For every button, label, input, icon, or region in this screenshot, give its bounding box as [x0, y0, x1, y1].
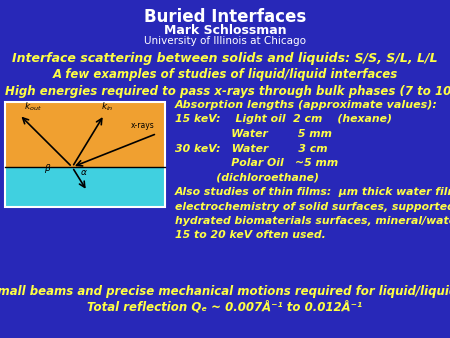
- Text: 15 to 20 keV often used.: 15 to 20 keV often used.: [175, 231, 326, 241]
- Text: hydrated biomaterials surfaces, mineral/water interfaces: hydrated biomaterials surfaces, mineral/…: [175, 216, 450, 226]
- Bar: [5, 167, 165, 207]
- Text: 30 keV:   Water        3 cm: 30 keV: Water 3 cm: [175, 144, 328, 153]
- Text: 15 keV:    Light oil  2 cm    (hexane): 15 keV: Light oil 2 cm (hexane): [175, 115, 392, 124]
- Bar: [5, 102, 165, 167]
- Text: $\beta$: $\beta$: [44, 162, 52, 175]
- Text: High energies required to pass x-rays through bulk phases (7 to 10 cm): High energies required to pass x-rays th…: [5, 85, 450, 98]
- Bar: [5, 102, 165, 207]
- Text: Also studies of thin films:  μm thick water film/solid interfaces: Also studies of thin films: μm thick wat…: [175, 187, 450, 197]
- Text: x-rays: x-rays: [131, 121, 155, 130]
- Text: (dichloroethane): (dichloroethane): [175, 172, 319, 183]
- Text: $\alpha$: $\alpha$: [80, 168, 88, 177]
- Text: $k_{out}$: $k_{out}$: [24, 100, 42, 113]
- Text: Absorption lengths (approximate values):: Absorption lengths (approximate values):: [175, 100, 438, 110]
- Text: $k_{in}$: $k_{in}$: [101, 100, 114, 113]
- Text: Mark Schlossman: Mark Schlossman: [164, 24, 286, 37]
- Text: Total reflection Qₑ ~ 0.007Å⁻¹ to 0.012Å⁻¹: Total reflection Qₑ ~ 0.007Å⁻¹ to 0.012Å…: [87, 301, 363, 314]
- Text: Small beams and precise mechanical motions required for liquid/liquid,: Small beams and precise mechanical motio…: [0, 285, 450, 298]
- Text: A few examples of studies of liquid/liquid interfaces: A few examples of studies of liquid/liqu…: [52, 68, 398, 81]
- Text: Water        5 mm: Water 5 mm: [175, 129, 332, 139]
- Text: electrochemistry of solid surfaces, supported bilayers,: electrochemistry of solid surfaces, supp…: [175, 201, 450, 212]
- Text: Polar Oil   ~5 mm: Polar Oil ~5 mm: [175, 158, 338, 168]
- Text: Interface scattering between solids and liquids: S/S, S/L, L/L: Interface scattering between solids and …: [12, 52, 438, 65]
- Text: Buried Interfaces: Buried Interfaces: [144, 8, 306, 26]
- Text: University of Illinois at Chicago: University of Illinois at Chicago: [144, 36, 306, 46]
